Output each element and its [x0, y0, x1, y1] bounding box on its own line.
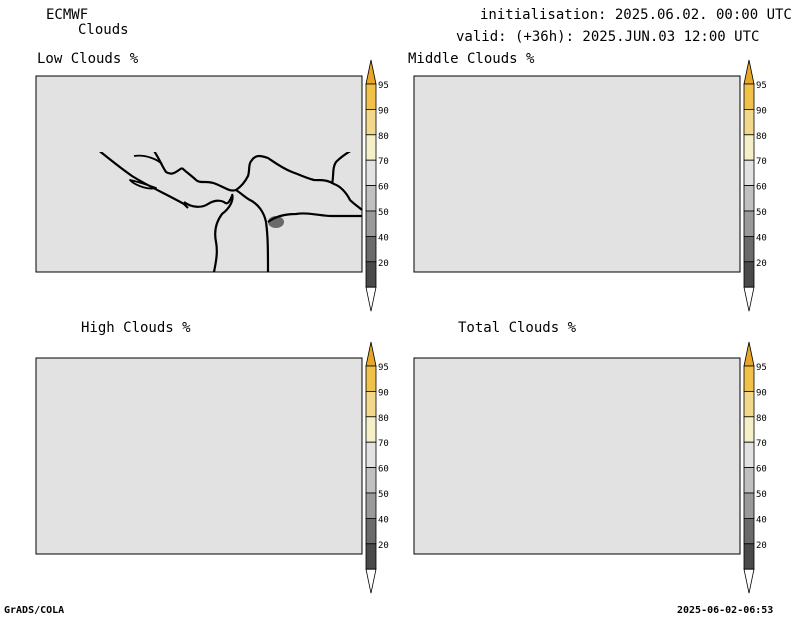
colorbar-label: 80: [756, 414, 767, 424]
panel-low-clouds: [35, 75, 364, 274]
colorbar-label: 90: [378, 106, 389, 116]
colorbar-label: 50: [756, 490, 767, 500]
panel-title-low: Low Clouds %: [37, 51, 139, 67]
colorbar-label: 80: [378, 132, 389, 142]
colorbar-label: 70: [378, 439, 389, 449]
colorbar-label: 20: [756, 541, 767, 551]
colorbar-arrow-bottom: [365, 286, 377, 312]
colorbar-label: 70: [756, 157, 767, 167]
colorbar-label: 90: [756, 388, 767, 398]
colorbar-label: 40: [378, 233, 389, 243]
colorbar-arrow-bottom: [743, 286, 755, 312]
colorbar-arrow-bottom: [365, 568, 377, 594]
colorbar-0: 95 90 80 70 60 50 40 20: [365, 59, 389, 312]
colorbar-label: 60: [756, 465, 767, 475]
colorbar-segment: [365, 134, 377, 161]
init-time: initialisation: 2025.06.02. 00:00 UTC: [480, 7, 792, 23]
colorbar-arrow-bottom: [743, 568, 755, 594]
colorbar-label: 95: [378, 81, 389, 91]
colorbar-arrow-top: [365, 341, 377, 367]
colorbar-segment: [365, 467, 377, 494]
colorbar-segment: [743, 134, 755, 161]
valid-time: valid: (+36h): 2025.JUN.03 12:00 UTC: [456, 29, 760, 45]
colorbar-segment: [365, 365, 377, 392]
colorbar-arrow-top: [365, 59, 377, 85]
colorbar-segment: [743, 109, 755, 136]
colorbar-segment: [743, 518, 755, 545]
colorbar-label: 95: [378, 363, 389, 373]
colorbar-segment: [365, 543, 377, 570]
colorbar-segment: [365, 109, 377, 136]
panel-title-middle: Middle Clouds %: [408, 51, 535, 67]
colorbar-label: 60: [378, 183, 389, 193]
colorbar-segment: [743, 390, 755, 418]
product-label: Clouds: [78, 22, 129, 38]
colorbar-label: 60: [756, 183, 767, 193]
panel-total-clouds: [413, 357, 741, 555]
colorbar-label: 50: [756, 208, 767, 218]
colorbar-segment: [743, 416, 755, 443]
colorbar-label: 20: [378, 541, 389, 551]
colorbar-segment: [743, 83, 755, 110]
colorbar-label: 50: [378, 208, 389, 218]
colorbar-segment: [365, 83, 377, 110]
colorbar-arrow-top: [743, 341, 755, 367]
colorbar-label: 80: [756, 132, 767, 142]
colorbar-segment: [365, 416, 377, 443]
colorbar-segment: [743, 467, 755, 494]
colorbar-arrow-top: [743, 59, 755, 85]
colorbar-segment: [365, 390, 377, 418]
model-label: ECMWF: [46, 7, 89, 23]
colorbar-segment: [743, 543, 755, 570]
footer-right: 2025-06-02-06:53: [677, 605, 774, 616]
colorbar-label: 70: [378, 157, 389, 167]
colorbar-label: 40: [378, 515, 389, 525]
colorbar-segment: [743, 235, 755, 263]
panel-title-total: Total Clouds %: [458, 320, 577, 336]
colorbar-label: 90: [756, 106, 767, 116]
panel-middle-clouds: [413, 75, 741, 273]
colorbar-segment: [365, 518, 377, 545]
colorbar-segment: [365, 159, 377, 186]
colorbar-label: 20: [378, 259, 389, 269]
colorbar-segment: [365, 235, 377, 263]
colorbar-segment: [743, 441, 755, 469]
colorbar-label: 70: [756, 439, 767, 449]
colorbar-label: 80: [378, 414, 389, 424]
colorbar-1: 95 90 80 70 60 50 40 20: [743, 59, 767, 312]
colorbar-segment: [365, 261, 377, 288]
colorbar-label: 95: [756, 363, 767, 373]
colorbar-segment: [365, 185, 377, 212]
colorbar-label: 90: [378, 388, 389, 398]
colorbar-label: 60: [378, 465, 389, 475]
colorbar-segment: [743, 185, 755, 212]
colorbar-segment: [743, 365, 755, 392]
panel-title-high: High Clouds %: [81, 320, 191, 336]
colorbar-segment: [743, 210, 755, 237]
colorbar-3: 95 90 80 70 60 50 40 20: [743, 341, 767, 594]
colorbar-2: 95 90 80 70 60 50 40 20: [365, 341, 389, 594]
colorbar-segment: [365, 210, 377, 237]
colorbar-segment: [743, 492, 755, 519]
colorbar-segment: [743, 261, 755, 288]
colorbar-segment: [365, 492, 377, 519]
footer-left: GrADS/COLA: [4, 605, 65, 616]
colorbar-segment: [365, 441, 377, 469]
colorbar-segment: [743, 159, 755, 186]
colorbar-label: 50: [378, 490, 389, 500]
colorbar-label: 40: [756, 515, 767, 525]
colorbar-label: 40: [756, 233, 767, 243]
panel-high-clouds: [35, 357, 363, 555]
colorbar-label: 95: [756, 81, 767, 91]
colorbar-label: 20: [756, 259, 767, 269]
